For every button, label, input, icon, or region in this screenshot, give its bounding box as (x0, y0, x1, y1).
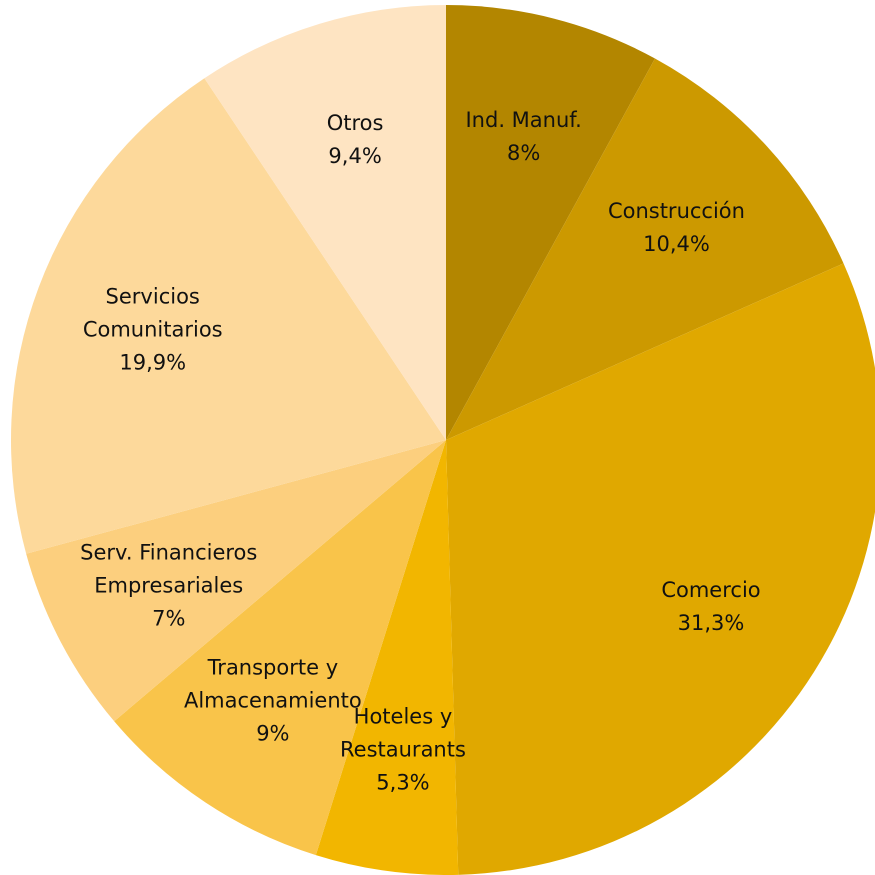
value-label: 9,4% (328, 144, 382, 169)
category-label: Serv. Financieros Empresariales (80, 540, 258, 598)
pie-slice (315, 440, 459, 875)
value-label: 31,3% (677, 610, 745, 635)
value-label: 7% (152, 606, 186, 631)
pie-slice (114, 440, 447, 856)
category-label: Servicios Comunitarios (82, 284, 223, 342)
pie-slice (204, 5, 446, 440)
slice-label: Hoteles y Restaurants 5,3% (340, 701, 466, 800)
pie-slice (446, 5, 655, 440)
slice-label: Servicios Comunitarios 19,9% (83, 281, 223, 380)
slice-label: Otros 9,4% (327, 107, 384, 173)
value-label: 10,4% (643, 231, 710, 256)
category-label: Hoteles y Restaurants (340, 704, 466, 762)
value-label: 5,3% (376, 770, 430, 795)
slice-label: Construcción 10,4% (608, 195, 745, 261)
category-label: Construcción (607, 198, 745, 223)
category-label: Transporte y Almacenamiento (183, 655, 362, 713)
value-label: 19,9% (119, 350, 187, 375)
category-label: Ind. Manuf. (465, 107, 582, 132)
category-label: Otros (326, 111, 384, 136)
pie-slice (11, 78, 447, 554)
slice-label: Ind. Manuf. 8% (465, 104, 581, 170)
category-label: Comercio (661, 577, 761, 602)
pie-slice (26, 440, 447, 722)
pie-slice (446, 263, 875, 875)
slice-label: Comercio 31,3% (661, 574, 760, 640)
value-label: 8% (506, 140, 541, 165)
pie-slice (446, 58, 844, 441)
value-label: 9% (256, 721, 290, 746)
slice-label: Serv. Financieros Empresariales 7% (80, 536, 257, 635)
slice-label: Transporte y Almacenamiento 9% (184, 651, 362, 750)
